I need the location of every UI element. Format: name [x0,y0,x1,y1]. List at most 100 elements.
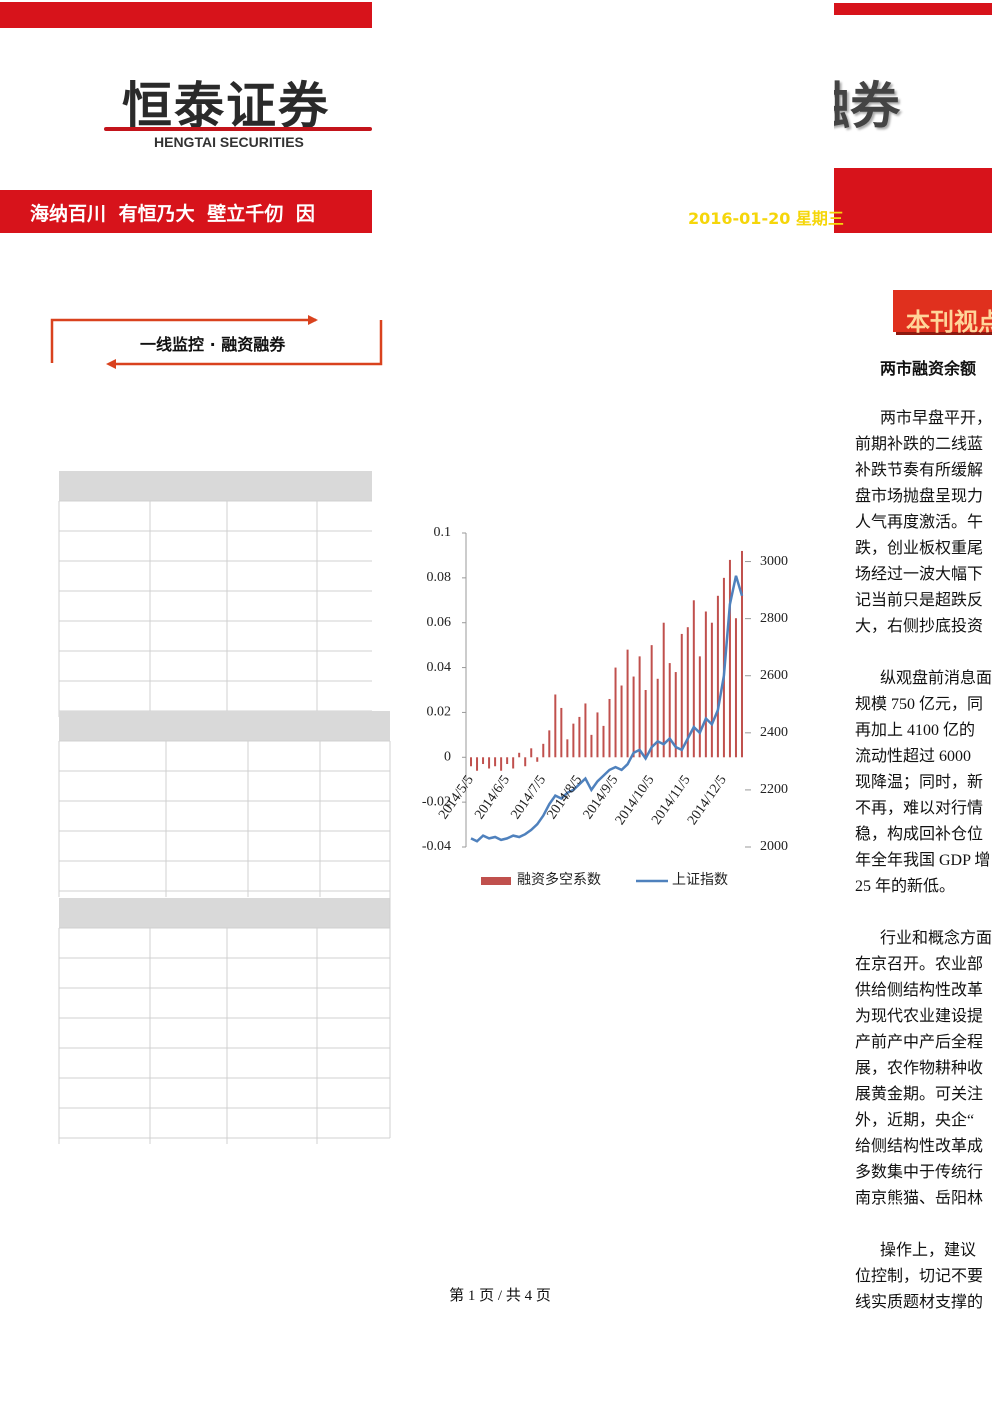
text-line: 人气再度激活。午 [855,514,984,531]
logo: 恒泰证券 [122,77,330,135]
bar [602,725,605,758]
text-line: 跌，创业板权重尾 [855,540,984,557]
text-line: 产前产中产后全程 [855,1034,984,1051]
bar [668,663,671,758]
bar [500,757,503,771]
y-tick-label: 0.02 [427,705,452,720]
bar [692,600,695,758]
bar [476,757,479,771]
y-tick-label: 0.08 [427,570,452,585]
y2-tick-label: 2800 [760,611,788,626]
bar [554,694,557,758]
text-line: 年全年我国 GDP 增 [855,852,991,869]
bar [686,627,689,758]
body-text: 两市早盘平开， 前期补跌的二线蓝 补跌节奏有所缓解 盘市场抛盘呈现力 人气再度激活。午跌… [855,406,992,1340]
table-header [59,711,390,741]
text-line: 为现代农业建设提 [855,1008,984,1025]
bar [524,757,527,767]
x-tick-label: 2014/8/5 [544,773,585,822]
bar [614,667,617,758]
y-tick-label: -0.04 [422,839,451,854]
text-line: 在京召开。农业部 [855,956,984,973]
legend-label: 上证指数 [672,872,728,888]
section-frame [50,315,383,369]
text-line: 线实质题材支撑的 [855,1294,984,1311]
bar [728,559,731,758]
sidebar [834,280,992,1340]
text-line: 记当前只是超跌反 [855,592,984,609]
text-line: 两市早盘平开， [880,410,992,427]
bar [644,690,647,758]
slogan: 海纳百川 有恒乃大 壁立千仞 因 [30,203,315,225]
bar [506,757,509,765]
y-tick-label: 0.04 [427,660,452,675]
text-line: 不再，难以对行情 [855,800,984,817]
sidebar-title: 本刊视点 [906,308,992,336]
logo-right: 融券 [834,77,900,135]
bar [518,752,521,758]
text-line: 供给侧结构性改革 [855,982,984,999]
legend-swatch [481,877,511,885]
bar [530,748,533,758]
text-line: 给侧结构性改革成 [855,1138,984,1155]
table-header [59,471,372,501]
text-line: 外，近期，央企“ [855,1112,975,1129]
text-line: 现降温；同时，新 [855,774,984,791]
bar [710,622,713,758]
legend-label: 融资多空系数 [517,871,601,888]
text-line: 操作上，建议 [880,1242,977,1259]
bar [548,730,551,758]
headline: 两市融资余额 [880,359,977,378]
bar [536,757,539,762]
table-header [59,898,390,928]
bar [674,672,677,758]
logo-en: HENGTAI SECURITIES [154,134,304,150]
top-band [834,3,992,15]
text-line: 盘市场抛盘呈现力 [855,488,984,505]
bar [734,618,737,758]
text-line: 多数集中于传统行 [855,1164,984,1181]
text-line: 南京熊猫、岳阳林 [855,1190,984,1207]
chart: -0.04 -0.02 0 0.02 0.04 0.06 0.08 0.1 2000 2200 24… [422,525,788,888]
bar [590,734,593,758]
bar [638,656,641,758]
bar [680,633,683,758]
bar [560,707,563,758]
section-title: 一线监控 · 融资融券 [140,335,286,354]
bar [584,703,587,758]
text-line: 再加上 4100 亿的 [855,722,976,739]
text-line: 展黄金期。可关注 [855,1086,984,1103]
y-tick-label: 0.06 [427,615,452,630]
text-line: 稳，构成回补仓位 [855,826,984,843]
paragraph: 行业和概念方面在京召开。农业部 供给侧结构性改革 为现代农业建设提 产前产中产后全程展… [855,926,992,1212]
bar [572,723,575,758]
title-box [893,290,992,332]
y-tick-label: 0.1 [434,525,452,540]
y2-tick-label: 2600 [760,668,788,683]
text-line: 补跌节奏有所缓解 [855,462,984,479]
text-line: 行业和概念方面 [880,930,992,947]
text-line: 位控制，切记不要 [855,1268,984,1285]
y-tick-label: -0.02 [422,794,451,809]
bar [716,595,719,758]
bar [494,757,497,767]
tables [58,471,391,1144]
y2-tick-label: 2200 [760,782,788,797]
y-tick-label: 0 [444,750,451,765]
bar [632,676,635,758]
bar [704,611,707,758]
bar [608,698,611,758]
bar [488,757,491,769]
y2-tick-label: 2400 [760,725,788,740]
header-right: 融券 [834,0,992,240]
text-line: 场经过一波大幅下 [855,566,984,583]
page-number: 第 1 页 / 共 4 页 [449,1288,551,1304]
text-line: 展，农作物耕种收 [855,1060,984,1077]
bar [740,550,743,758]
bar [542,743,545,758]
header-left: 恒泰证券 HENGTAI SECURITIES 海纳百川 有恒乃大 壁立千仞 因 [0,0,372,240]
line [470,575,744,843]
paragraph: 操作上，建议位控制，切记不要 线实质题材支撑的 [855,1238,992,1316]
date-band [834,168,992,233]
